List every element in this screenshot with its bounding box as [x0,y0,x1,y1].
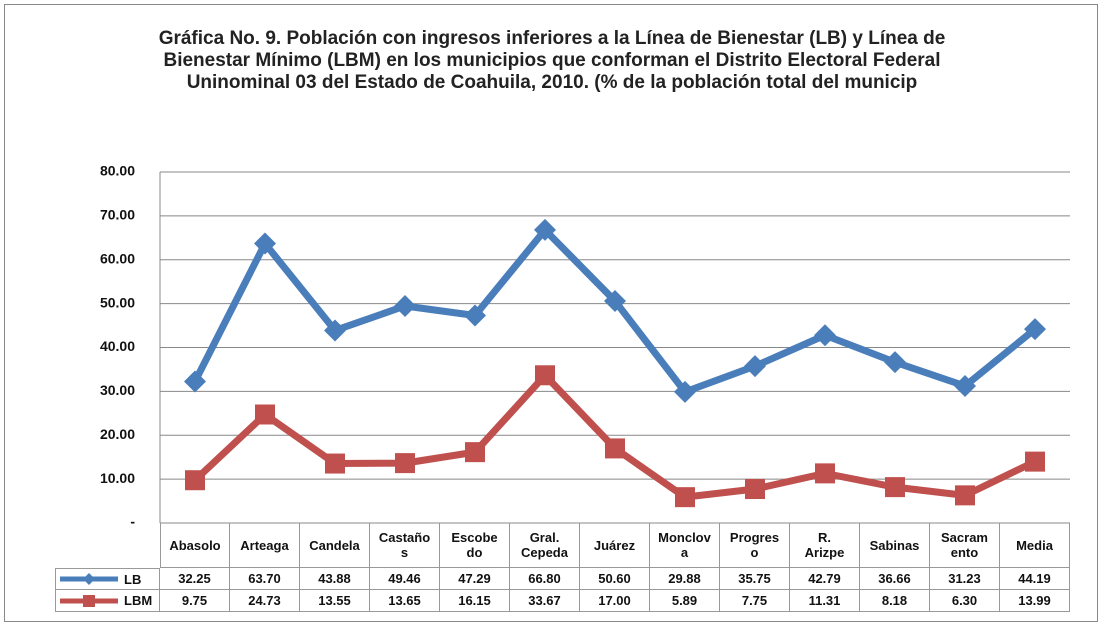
marker [884,351,906,374]
x-tick-label: Sacram ento [930,523,1000,568]
data-label: 8.18 [860,590,930,612]
marker [744,355,766,378]
data-label: 49.46 [370,568,440,590]
data-label: 33.67 [510,590,580,612]
x-tick-label: Escobe do [440,523,510,568]
marker [185,470,205,491]
marker [745,478,765,499]
marker [535,365,555,386]
marker [464,304,486,327]
marker [815,463,835,484]
marker [395,453,415,474]
marker [605,438,625,459]
y-tick-label: 40.00 [100,338,135,354]
x-tick-label: Sabinas [860,523,930,568]
x-tick-label: Monclov a [650,523,720,568]
legend-cell: LBM [55,590,160,612]
legend-cell: LB [55,568,160,590]
data-label: 31.23 [930,568,1000,590]
chart-title: Gráfica No. 9. Población con ingresos in… [158,28,946,93]
data-label: 36.66 [860,568,930,590]
x-tick-label: Juárez [580,523,650,568]
data-label: 24.73 [230,590,300,612]
marker [1024,318,1046,341]
data-label: 11.31 [790,590,860,612]
x-tick-label: Arteaga [230,523,300,568]
data-label: 13.99 [1000,590,1070,612]
y-tick-label: 30.00 [100,382,135,398]
y-tick-label: 20.00 [100,426,135,442]
data-label: 6.30 [930,590,1000,612]
marker [184,370,206,393]
data-label: 35.75 [720,568,790,590]
marker [254,232,276,255]
data-label: 44.19 [1000,568,1070,590]
data-label: 66.80 [510,568,580,590]
marker [534,218,556,241]
data-label: 63.70 [230,568,300,590]
data-label: 17.00 [580,590,650,612]
y-tick-label: 70.00 [100,207,135,223]
marker [885,477,905,498]
marker [465,442,485,463]
data-label: 43.88 [300,568,370,590]
y-tick-label: 80.00 [100,163,135,179]
x-tick-label: Progres o [720,523,790,568]
x-tick-label: Abasolo [160,523,230,568]
marker [955,485,975,506]
data-label: 50.60 [580,568,650,590]
legend-swatch [60,594,118,607]
y-tick-label: - [130,514,135,530]
marker [1025,451,1045,472]
data-label: 13.65 [370,590,440,612]
legend-label: LBM [124,593,153,608]
legend-swatch [60,573,118,585]
marker [675,487,695,508]
data-label: 13.55 [300,590,370,612]
x-tick-label: Candela [300,523,370,568]
x-tick-label: Castaño s [370,523,440,568]
marker [814,324,836,347]
x-tick-label: Gral. Cepeda [510,523,580,568]
y-tick-label: 50.00 [100,294,135,310]
data-label: 7.75 [720,590,790,612]
x-tick-label: R. Arizpe [790,523,860,568]
marker [255,404,275,425]
marker [325,453,345,474]
legend-label: LB [124,571,142,587]
marker [394,294,416,317]
marker [954,374,976,397]
marker [324,319,346,342]
data-label: 9.75 [160,590,230,612]
frame [4,4,1098,622]
marker [604,289,626,312]
y-tick-label: 60.00 [100,250,135,266]
marker [674,380,696,403]
data-label: 5.89 [650,590,720,612]
data-label: 29.88 [650,568,720,590]
y-tick-label: 10.00 [100,470,135,486]
x-tick-label: Media [1000,523,1070,568]
data-label: 47.29 [440,568,510,590]
data-label: 16.15 [440,590,510,612]
data-label: 42.79 [790,568,860,590]
data-label: 32.25 [160,568,230,590]
